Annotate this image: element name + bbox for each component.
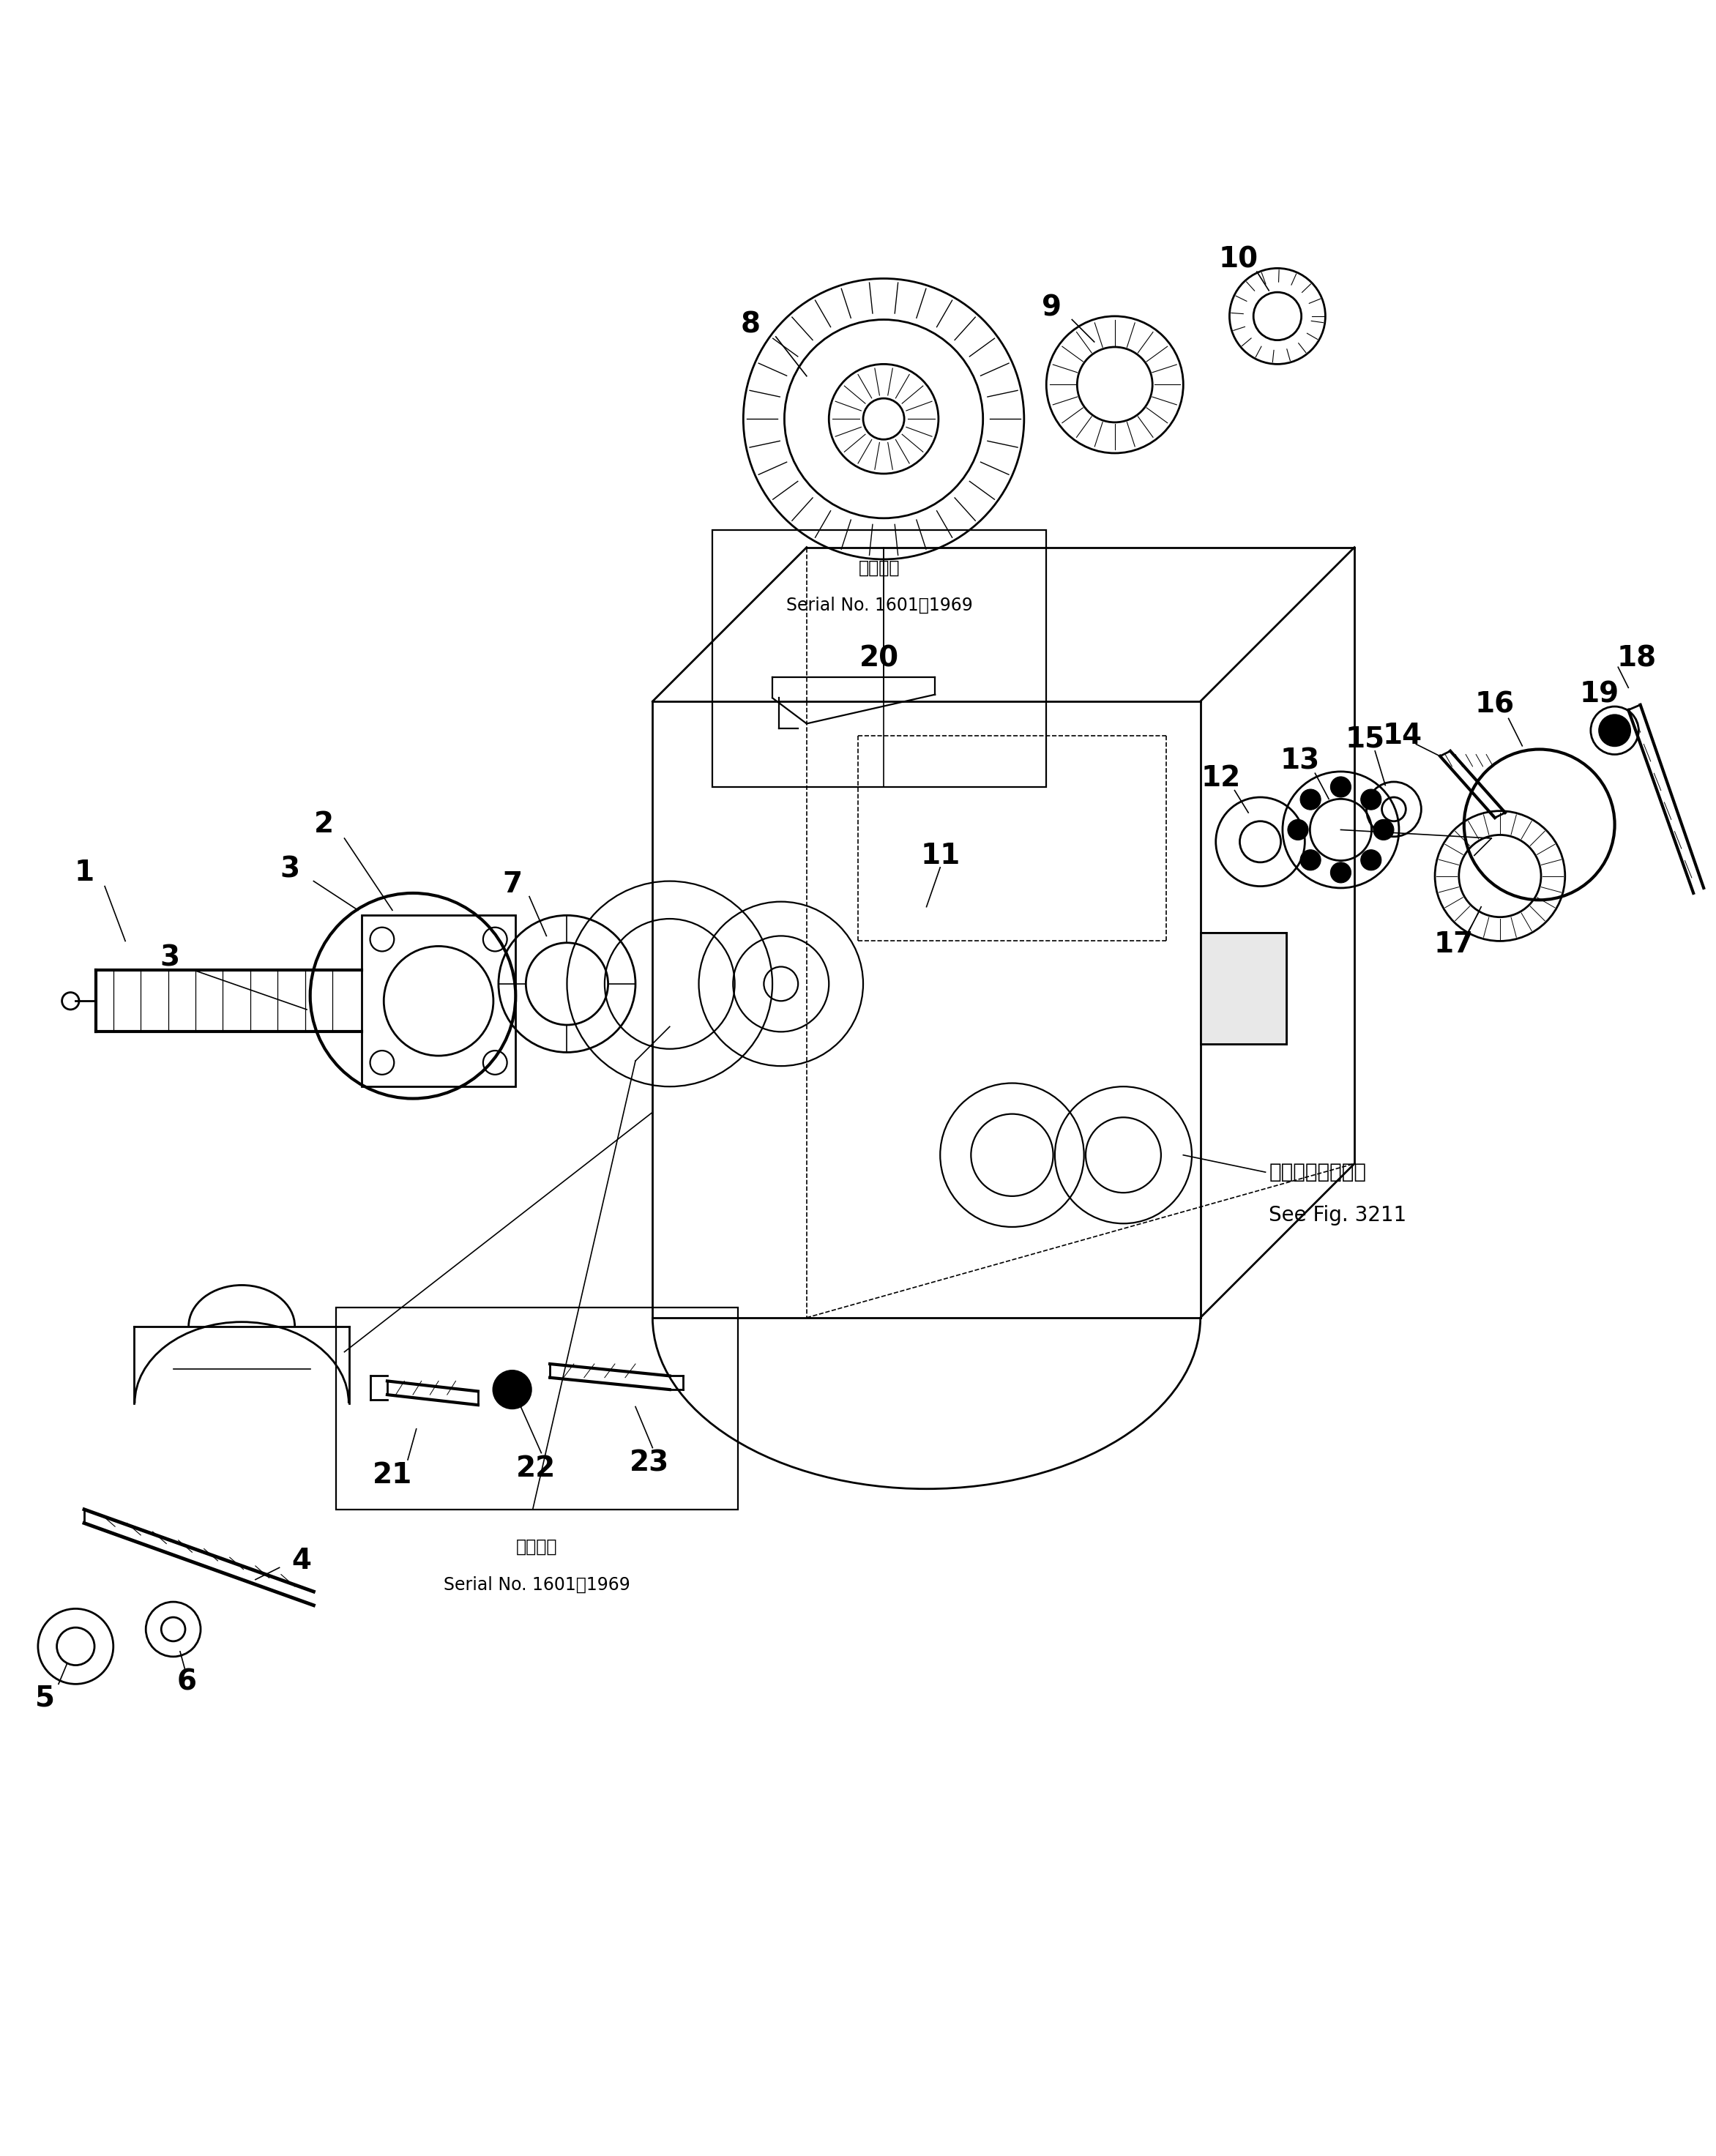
Circle shape <box>1330 862 1350 882</box>
Text: 14: 14 <box>1383 722 1423 750</box>
Circle shape <box>1301 849 1321 871</box>
Bar <box>362 916 515 1087</box>
Circle shape <box>1301 789 1321 811</box>
Text: 7: 7 <box>503 871 522 899</box>
Circle shape <box>1361 849 1381 871</box>
Text: 9: 9 <box>1042 293 1060 321</box>
Text: 適用号機: 適用号機 <box>858 558 901 576</box>
Text: Serial No. 1601～1969: Serial No. 1601～1969 <box>444 1576 630 1593</box>
Circle shape <box>1330 776 1350 798</box>
Text: 6: 6 <box>177 1669 197 1697</box>
Text: 8: 8 <box>740 310 760 338</box>
Text: 17: 17 <box>1435 931 1474 959</box>
Text: 21: 21 <box>372 1462 412 1490</box>
Text: 適用号機: 適用号機 <box>517 1537 558 1557</box>
Text: 3: 3 <box>160 944 180 972</box>
Text: 4: 4 <box>292 1546 312 1574</box>
Circle shape <box>1599 716 1630 746</box>
Bar <box>712 530 1047 787</box>
Circle shape <box>1287 819 1308 841</box>
Bar <box>336 1307 738 1509</box>
Text: 20: 20 <box>860 645 899 673</box>
Text: 第３２１１図参照: 第３２１１図参照 <box>1268 1162 1366 1181</box>
Text: 23: 23 <box>630 1449 669 1477</box>
Text: 19: 19 <box>1579 681 1620 709</box>
Text: 10: 10 <box>1218 246 1258 274</box>
Text: 18: 18 <box>1616 645 1656 673</box>
Text: 15: 15 <box>1345 724 1385 752</box>
Circle shape <box>494 1371 530 1408</box>
Circle shape <box>1373 819 1393 841</box>
Text: 1: 1 <box>74 858 94 886</box>
Text: 22: 22 <box>517 1455 556 1481</box>
Circle shape <box>1361 789 1381 811</box>
Text: Serial No. 1601～1969: Serial No. 1601～1969 <box>786 597 973 614</box>
Bar <box>1201 934 1285 1044</box>
Text: 12: 12 <box>1201 765 1241 791</box>
Text: 2: 2 <box>314 811 335 839</box>
Text: 11: 11 <box>920 841 959 869</box>
Text: 16: 16 <box>1476 690 1515 718</box>
Text: See Fig. 3211: See Fig. 3211 <box>1268 1205 1407 1225</box>
Text: 5: 5 <box>34 1684 55 1712</box>
Text: 13: 13 <box>1280 748 1320 776</box>
Text: 3: 3 <box>280 856 300 884</box>
